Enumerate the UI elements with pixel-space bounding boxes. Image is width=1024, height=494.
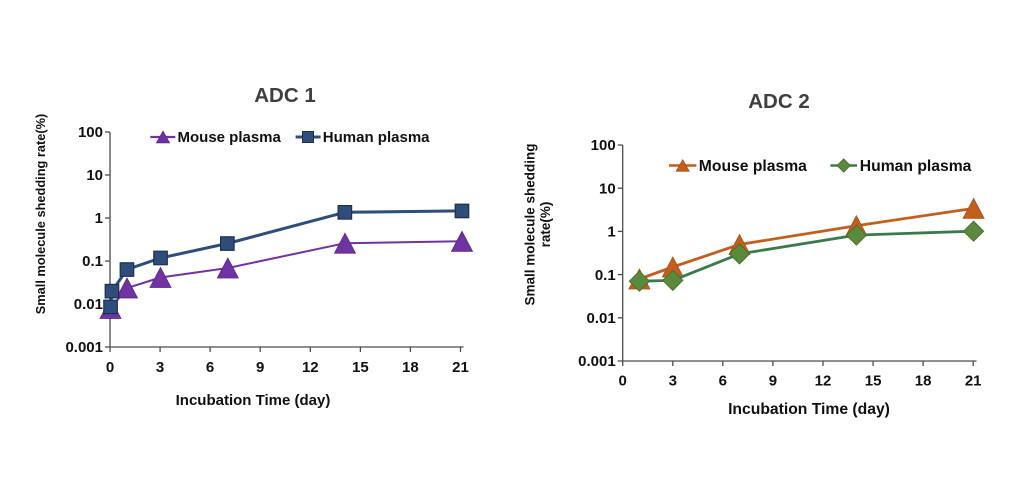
svg-text:6: 6 bbox=[206, 359, 214, 376]
svg-text:Incubation Time (day): Incubation Time (day) bbox=[728, 401, 890, 418]
svg-text:Human plasma: Human plasma bbox=[860, 158, 972, 175]
svg-text:rate(%): rate(%) bbox=[538, 202, 553, 248]
svg-text:1: 1 bbox=[607, 224, 615, 241]
svg-text:Mouse plasma: Mouse plasma bbox=[699, 158, 807, 175]
svg-text:10: 10 bbox=[599, 180, 616, 197]
svg-text:1: 1 bbox=[95, 210, 103, 227]
svg-text:9: 9 bbox=[256, 359, 264, 376]
svg-text:21: 21 bbox=[452, 359, 469, 376]
svg-text:Small molecule shedding rate(%: Small molecule shedding rate(%) bbox=[33, 114, 48, 315]
svg-text:Human plasma: Human plasma bbox=[323, 129, 430, 146]
svg-text:Mouse plasma: Mouse plasma bbox=[178, 129, 282, 146]
svg-text:0.01: 0.01 bbox=[74, 296, 103, 313]
svg-text:15: 15 bbox=[352, 359, 369, 376]
svg-text:12: 12 bbox=[815, 373, 832, 390]
svg-text:21: 21 bbox=[965, 373, 982, 390]
svg-text:100: 100 bbox=[591, 137, 616, 154]
svg-text:0: 0 bbox=[106, 359, 114, 376]
svg-text:ADC 2: ADC 2 bbox=[748, 90, 810, 113]
svg-text:12: 12 bbox=[302, 359, 319, 376]
svg-text:0.1: 0.1 bbox=[82, 253, 103, 270]
svg-text:0.01: 0.01 bbox=[586, 310, 615, 327]
svg-text:10: 10 bbox=[86, 167, 103, 184]
svg-text:0.001: 0.001 bbox=[578, 353, 616, 370]
svg-text:Incubation Time (day): Incubation Time (day) bbox=[176, 392, 331, 409]
svg-text:3: 3 bbox=[156, 359, 164, 376]
svg-text:15: 15 bbox=[865, 373, 882, 390]
svg-text:9: 9 bbox=[769, 373, 777, 390]
svg-text:6: 6 bbox=[719, 373, 727, 390]
svg-text:ADC 1: ADC 1 bbox=[254, 84, 316, 107]
svg-text:0: 0 bbox=[619, 373, 627, 390]
svg-text:Small molecule shedding: Small molecule shedding bbox=[523, 143, 538, 305]
svg-text:18: 18 bbox=[402, 359, 419, 376]
svg-text:100: 100 bbox=[78, 124, 103, 141]
svg-text:3: 3 bbox=[669, 373, 677, 390]
svg-text:0.1: 0.1 bbox=[595, 267, 616, 284]
svg-text:18: 18 bbox=[915, 373, 932, 390]
svg-text:0.001: 0.001 bbox=[65, 339, 103, 356]
